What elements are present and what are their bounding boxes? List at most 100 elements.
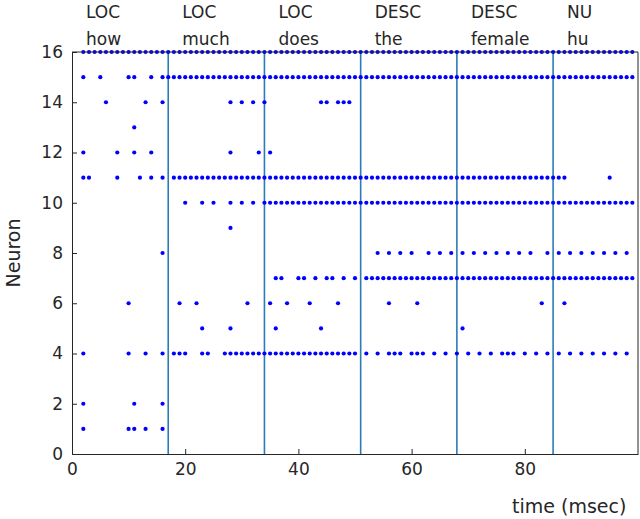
spike	[500, 201, 504, 205]
spike	[404, 276, 408, 280]
spike	[387, 176, 391, 180]
spike	[438, 75, 442, 79]
tick: 4	[52, 343, 77, 363]
spike	[268, 301, 272, 305]
spike	[455, 176, 459, 180]
spike	[189, 176, 193, 180]
spike	[376, 75, 380, 79]
spike	[98, 75, 102, 79]
spike	[608, 276, 612, 280]
tick-mark	[72, 454, 77, 455]
spike	[540, 201, 544, 205]
spike	[511, 201, 515, 205]
spike	[455, 351, 459, 355]
spike	[308, 75, 312, 79]
spike	[562, 276, 566, 280]
spike	[443, 276, 447, 280]
spike	[415, 351, 419, 355]
spike	[460, 276, 464, 280]
spike	[449, 176, 453, 180]
spike	[81, 75, 85, 79]
spike	[313, 75, 317, 79]
spike	[234, 75, 238, 79]
spike	[132, 427, 136, 431]
spike	[194, 176, 198, 180]
spike	[579, 276, 583, 280]
spike	[421, 351, 425, 355]
spike	[325, 100, 329, 104]
spike	[613, 251, 617, 255]
spike	[460, 251, 464, 255]
spike	[579, 75, 583, 79]
spike	[557, 176, 561, 180]
spike	[568, 351, 572, 355]
spike	[376, 201, 380, 205]
spike	[477, 75, 481, 79]
spike	[557, 201, 561, 205]
spike	[183, 201, 187, 205]
spike	[353, 201, 357, 205]
spike	[251, 351, 255, 355]
spike	[410, 75, 414, 79]
tick-label: 0	[67, 459, 78, 479]
segment-word: how	[86, 29, 121, 49]
spike	[562, 75, 566, 79]
spike	[613, 276, 617, 280]
frame	[72, 52, 638, 53]
tick: 10	[41, 193, 77, 213]
spike	[234, 176, 238, 180]
spike	[132, 75, 136, 79]
spike	[523, 75, 527, 79]
spike	[285, 201, 289, 205]
tick: 60	[401, 449, 423, 479]
spike	[336, 301, 340, 305]
spike	[296, 176, 300, 180]
spike	[347, 176, 351, 180]
spike	[285, 75, 289, 79]
spike	[398, 351, 402, 355]
segment-word: the	[375, 29, 403, 49]
spike	[421, 201, 425, 205]
spike	[608, 75, 612, 79]
spike	[87, 176, 91, 180]
spike	[228, 150, 232, 154]
spike	[625, 251, 629, 255]
spike	[494, 75, 498, 79]
spike	[585, 201, 589, 205]
tick-mark	[525, 449, 526, 454]
spike	[160, 427, 164, 431]
spike	[160, 75, 164, 79]
tick: 20	[175, 449, 197, 479]
spike	[330, 75, 334, 79]
y-axis: 0246810121416	[41, 42, 77, 464]
spike	[200, 176, 204, 180]
spike	[534, 201, 538, 205]
separator	[167, 52, 169, 454]
spike	[313, 176, 317, 180]
spike	[410, 176, 414, 180]
spike	[313, 201, 317, 205]
spike	[81, 427, 85, 431]
spike	[426, 176, 430, 180]
spike	[359, 176, 363, 180]
spike	[172, 75, 176, 79]
spike	[619, 75, 623, 79]
separators	[168, 52, 553, 454]
spike	[160, 100, 164, 104]
spike	[336, 176, 340, 180]
spike	[410, 276, 414, 280]
spike	[279, 276, 283, 280]
segment-class: DESC	[375, 2, 422, 22]
spike	[472, 201, 476, 205]
spike	[630, 276, 634, 280]
spike	[217, 176, 221, 180]
spike	[421, 276, 425, 280]
tick-label: 40	[288, 459, 310, 479]
spike	[274, 75, 278, 79]
tick: 12	[41, 142, 77, 162]
spike	[200, 326, 204, 330]
spike	[545, 75, 549, 79]
spike	[183, 176, 187, 180]
spike	[211, 176, 215, 180]
tick-mark	[72, 102, 77, 103]
